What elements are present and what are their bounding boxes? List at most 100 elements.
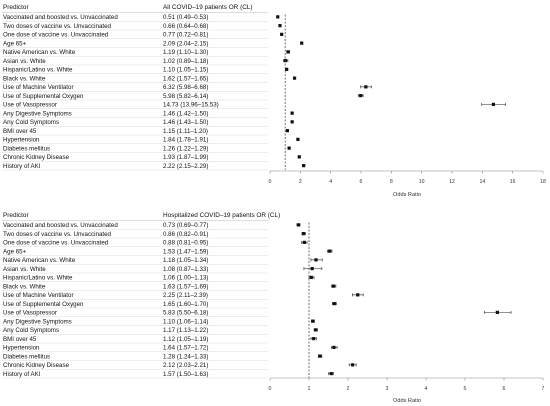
forest-panel-all-patients: Predictor All COVID–19 patients OR (CL) … <box>2 4 546 198</box>
odds-ratio-marker <box>328 249 332 253</box>
odds-ratio-text: 1.19 (1.10–1.30) <box>163 49 208 56</box>
odds-ratio-marker <box>286 50 290 54</box>
odds-ratio-marker <box>314 258 318 262</box>
x-tick-label: 7 <box>542 386 545 392</box>
odds-ratio-text: 1.53 (1.47–1.59) <box>163 248 208 255</box>
odds-ratio-text: 1.02 (0.89–1.18) <box>163 58 208 65</box>
x-tick-label: 16 <box>510 179 516 185</box>
odds-ratio-marker <box>276 15 280 19</box>
odds-ratio-text: 6.32 (5.98–6.68) <box>163 84 208 91</box>
predictor-label: One dose of vaccine vs. Unvaccinated <box>3 240 109 247</box>
predictor-label: Diabetes mellitus <box>3 353 50 360</box>
odds-ratio-marker <box>290 111 294 115</box>
odds-ratio-text: 1.62 (1.57–1.65) <box>163 75 208 82</box>
predictor-label: Use of Supplemental Oxygen <box>3 301 84 308</box>
odds-ratio-marker <box>296 137 300 141</box>
odds-ratio-text: 5.83 (5.50–6.18) <box>163 310 208 317</box>
x-axis-label: Odds Ratio <box>393 398 421 404</box>
predictor-label: History of AKI <box>3 371 41 378</box>
x-tick-label: 2 <box>347 386 350 392</box>
x-tick-label: 0 <box>269 179 272 185</box>
odds-ratio-text: 1.18 (1.05–1.34) <box>163 257 208 264</box>
predictor-label: Vaccinated and boosted vs. Unvaccinated <box>3 222 118 229</box>
odds-ratio-marker <box>359 94 363 98</box>
predictor-label: Use of Machine Ventilator <box>3 292 74 299</box>
odds-ratio-text: 1.84 (1.78–1.91) <box>163 137 208 144</box>
predictor-label: Chronic Kidney Disease <box>3 362 70 369</box>
predictor-label: Chronic Kidney Disease <box>3 154 70 161</box>
x-tick-label: 18 <box>540 179 546 185</box>
predictor-label: Any Cold Symptoms <box>3 327 59 334</box>
odds-ratio-marker <box>287 146 291 150</box>
x-tick-label: 14 <box>479 179 485 185</box>
predictor-label: Vaccinated and boosted vs. Unvaccinated <box>3 14 118 21</box>
x-tick-label: 2 <box>299 179 302 185</box>
odds-ratio-marker <box>351 363 355 367</box>
estimate-column-header: Hospitalized COVID–19 patients OR (CL) <box>163 212 280 219</box>
predictor-label: One dose of vaccine vs. Unvaccinated <box>3 32 109 39</box>
predictor-label: Hispanic/Latino vs. White <box>3 67 73 74</box>
odds-ratio-text: 1.17 (1.13–1.22) <box>163 327 208 334</box>
odds-ratio-text: 1.10 (1.05–1.15) <box>163 67 208 74</box>
predictor-label: BMI over 45 <box>3 128 37 135</box>
odds-ratio-text: 1.93 (1.87–1.99) <box>163 154 208 161</box>
odds-ratio-marker <box>302 164 306 168</box>
predictor-label: Use of Supplemental Oxygen <box>3 93 84 100</box>
x-tick-label: 4 <box>425 386 428 392</box>
odds-ratio-text: 1.65 (1.60–1.70) <box>163 301 208 308</box>
x-tick-label: 10 <box>419 179 425 185</box>
x-axis-label: Odds Ratio <box>393 192 421 198</box>
odds-ratio-text: 2.09 (2.04–2.15) <box>163 40 208 47</box>
odds-ratio-marker <box>491 102 496 106</box>
predictor-label: Diabetes mellitus <box>3 145 50 152</box>
odds-ratio-marker <box>314 328 318 332</box>
odds-ratio-text: 0.86 (0.82–0.91) <box>163 231 208 238</box>
odds-ratio-marker <box>297 155 301 159</box>
x-tick-label: 1 <box>308 386 311 392</box>
x-tick-label: 12 <box>449 179 455 185</box>
estimate-column-header: All COVID–19 patients OR (CL) <box>163 4 253 11</box>
odds-ratio-text: 1.57 (1.50–1.63) <box>163 371 208 378</box>
predictor-label: Native American vs. White <box>3 257 76 264</box>
odds-ratio-text: 2.12 (2.03–2.21) <box>163 362 208 369</box>
odds-ratio-marker <box>302 240 306 244</box>
odds-ratio-marker <box>329 372 333 376</box>
predictor-label: Native American vs. White <box>3 49 76 56</box>
predictor-label: Use of Vasopressor <box>3 102 57 109</box>
odds-ratio-marker <box>292 76 297 80</box>
x-tick-label: 6 <box>360 179 363 185</box>
odds-ratio-marker <box>364 85 368 89</box>
odds-ratio-marker <box>332 302 336 306</box>
odds-ratio-text: 1.64 (1.57–1.72) <box>163 345 208 352</box>
odds-ratio-marker <box>290 120 294 124</box>
predictor-label: Use of Machine Ventilator <box>3 84 74 91</box>
predictor-label: Two doses of vaccine vs. Unvaccinated <box>3 231 112 238</box>
x-tick-label: 3 <box>386 386 389 392</box>
odds-ratio-marker <box>285 129 290 133</box>
predictor-label: Age 65+ <box>3 40 27 47</box>
x-tick-label: 0 <box>269 386 272 392</box>
odds-ratio-text: 1.10 (1.06–1.14) <box>163 318 208 325</box>
odds-ratio-text: 1.12 (1.05–1.19) <box>163 336 208 343</box>
odds-ratio-text: 0.66 (0.64–0.68) <box>163 23 208 30</box>
odds-ratio-marker <box>278 24 282 28</box>
odds-ratio-text: 2.22 (2.15–2.29) <box>163 163 208 170</box>
odds-ratio-text: 1.46 (1.43–1.50) <box>163 119 208 126</box>
odds-ratio-marker <box>311 319 315 323</box>
odds-ratio-marker <box>309 275 313 279</box>
x-tick-label: 4 <box>329 179 332 185</box>
odds-ratio-text: 0.51 (0.49–0.53) <box>163 14 208 21</box>
odds-ratio-text: 1.08 (0.87–1.33) <box>163 266 208 273</box>
odds-ratio-text: 1.26 (1.22–1.29) <box>163 145 208 152</box>
odds-ratio-marker <box>312 337 316 341</box>
odds-ratio-marker <box>332 345 336 349</box>
x-tick-label: 5 <box>464 386 467 392</box>
odds-ratio-text: 14.73 (13.96–15.53) <box>163 102 219 109</box>
odds-ratio-marker <box>296 223 301 227</box>
predictor-label: Black vs. White <box>3 283 46 290</box>
odds-ratio-marker <box>356 293 360 297</box>
predictor-label: Any Digestive Symptoms <box>3 318 72 325</box>
predictor-label: Asian vs. White <box>3 58 46 65</box>
predictor-label: Any Cold Symptoms <box>3 119 59 126</box>
